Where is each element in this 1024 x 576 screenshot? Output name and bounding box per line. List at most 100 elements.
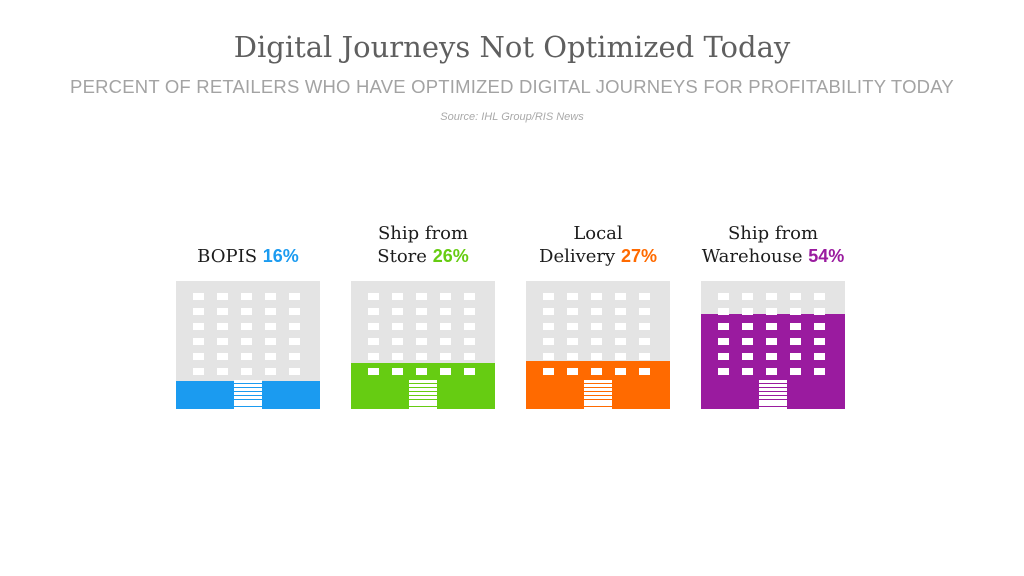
label-line2: Delivery 27% <box>539 246 657 267</box>
building-window <box>814 368 825 375</box>
building-window <box>790 308 801 315</box>
door-stripe <box>234 387 262 391</box>
building-window <box>615 323 626 330</box>
door-stripe <box>234 391 262 395</box>
building-window <box>766 338 777 345</box>
building-window <box>217 293 228 300</box>
building-window <box>464 323 475 330</box>
building-window <box>567 293 578 300</box>
building-bar-ship-from-warehouse <box>701 281 845 409</box>
building-window <box>615 308 626 315</box>
building-window <box>440 293 451 300</box>
building-window <box>392 338 403 345</box>
building-window <box>416 353 427 360</box>
building-window <box>591 293 602 300</box>
label-ship-from-warehouse: Ship from Warehouse 54% <box>673 220 873 268</box>
door-stripe <box>584 399 612 403</box>
door-stripe <box>234 403 262 407</box>
building-window <box>416 323 427 330</box>
building-window <box>591 308 602 315</box>
building-window <box>241 353 252 360</box>
building-window <box>639 308 650 315</box>
building-window <box>392 353 403 360</box>
building-window <box>464 353 475 360</box>
door-stripe <box>409 380 437 383</box>
building-window <box>392 308 403 315</box>
building-window <box>368 293 379 300</box>
door-stripe <box>409 383 437 387</box>
building-bar-local-delivery <box>526 281 670 409</box>
door-stripe <box>759 399 787 403</box>
door-stripe <box>234 395 262 399</box>
label-line2: Warehouse 54% <box>701 246 845 267</box>
door-stripe <box>759 387 787 391</box>
building-window <box>814 338 825 345</box>
door-stripe <box>584 403 612 407</box>
pct-label: 26% <box>432 246 469 266</box>
building-window <box>368 323 379 330</box>
door-stripe <box>584 383 612 387</box>
building-window <box>639 353 650 360</box>
building-window <box>193 353 204 360</box>
chart-subtitle: PERCENT OF RETAILERS WHO HAVE OPTIMIZED … <box>70 76 954 97</box>
building-window <box>766 353 777 360</box>
door-stripe <box>409 387 437 391</box>
building-window <box>368 353 379 360</box>
building-window <box>567 338 578 345</box>
building-window <box>241 308 252 315</box>
building-window <box>567 353 578 360</box>
door-stripe <box>759 403 787 407</box>
building-window <box>440 338 451 345</box>
building-window <box>416 308 427 315</box>
building-window <box>790 338 801 345</box>
building-window <box>718 368 729 375</box>
building-window <box>543 338 554 345</box>
building-window <box>718 338 729 345</box>
building-window <box>440 308 451 315</box>
building-window <box>790 353 801 360</box>
building-window <box>742 368 753 375</box>
building-window <box>543 293 554 300</box>
door-stripe <box>409 403 437 407</box>
building-window <box>591 338 602 345</box>
building-window <box>217 323 228 330</box>
building-window <box>766 323 777 330</box>
building-window <box>543 308 554 315</box>
building-window <box>591 323 602 330</box>
building-window <box>567 323 578 330</box>
building-window <box>814 323 825 330</box>
building-window <box>464 293 475 300</box>
building-window <box>289 338 300 345</box>
building-window <box>718 353 729 360</box>
building-window <box>289 293 300 300</box>
building-window <box>464 308 475 315</box>
building-window <box>814 293 825 300</box>
building-window <box>193 293 204 300</box>
building-window <box>440 323 451 330</box>
building-window <box>742 308 753 315</box>
door-stripe <box>584 387 612 391</box>
building-window <box>639 293 650 300</box>
building-window <box>464 368 475 375</box>
building-window <box>766 368 777 375</box>
building-window <box>543 323 554 330</box>
building-window <box>265 353 276 360</box>
building-window <box>718 308 729 315</box>
building-bar-ship-from-store <box>351 281 495 409</box>
building-window <box>368 308 379 315</box>
door-stripe <box>584 407 612 409</box>
door-stripe <box>409 391 437 395</box>
pct-label: 16% <box>262 246 299 266</box>
building-window <box>814 353 825 360</box>
building-window <box>639 368 650 375</box>
building-window <box>193 338 204 345</box>
building-window <box>392 368 403 375</box>
building-window <box>543 368 554 375</box>
building-window <box>392 323 403 330</box>
door-stripe <box>584 380 612 383</box>
door-stripe <box>234 380 262 383</box>
building-window <box>217 368 228 375</box>
building-window <box>416 368 427 375</box>
door-stripe <box>409 407 437 409</box>
building-window <box>241 293 252 300</box>
